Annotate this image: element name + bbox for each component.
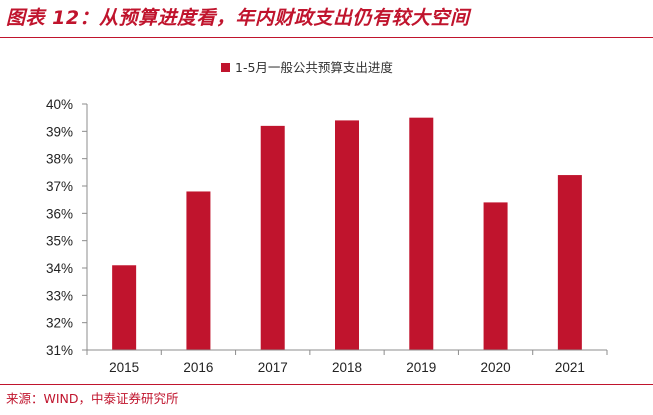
y-tick-label: 32% [46,316,73,331]
y-tick-label: 36% [46,206,73,221]
source-note: 来源：WIND，中泰证券研究所 [6,391,179,406]
x-tick-label: 2017 [258,360,288,375]
x-tick-label: 2020 [481,360,511,375]
bar-2019 [409,117,434,351]
bar-2016 [186,191,211,350]
bar-2017 [260,125,285,350]
legend-swatch [221,63,230,72]
x-tick-label: 2015 [109,360,139,375]
figure-title: 图表 12：从预算进度看，年内财政支出仍有较大空间 [6,7,470,29]
x-tick-label: 2021 [555,360,585,375]
x-axis-ticks: 2015 2016 2017 2018 2019 2020 2021 [86,350,608,375]
x-tick-label: 2016 [183,360,213,375]
y-tick-label: 40% [46,97,73,112]
bar-2018 [335,120,359,351]
axes [86,104,607,351]
bars [112,117,582,351]
y-tick-label: 35% [46,234,73,249]
y-tick-label: 37% [46,179,73,194]
source-divider [0,384,653,385]
title-divider [0,37,653,38]
y-tick-label: 38% [46,152,73,167]
y-axis-ticks: 31% 32% 33% 34% 35% 36% 37% 38% 39% 40% [46,97,87,358]
legend-label: 1-5月一般公共预算支出进度 [235,60,393,75]
bar-chart: 1-5月一般公共预算支出进度 31%32%33%34%35%36%37%38%3… [46,60,608,375]
y-tick-label: 34% [46,261,73,276]
legend: 1-5月一般公共预算支出进度 [221,60,393,75]
y-tick-label: 31% [46,343,73,358]
x-tick-label: 2019 [406,360,436,375]
x-tick-label: 2018 [332,360,362,375]
y-tick-label: 33% [46,288,73,303]
bar-2015 [112,265,137,350]
y-tick-label: 39% [46,124,73,139]
bar-2020 [483,202,508,350]
bar-2021 [557,175,582,350]
